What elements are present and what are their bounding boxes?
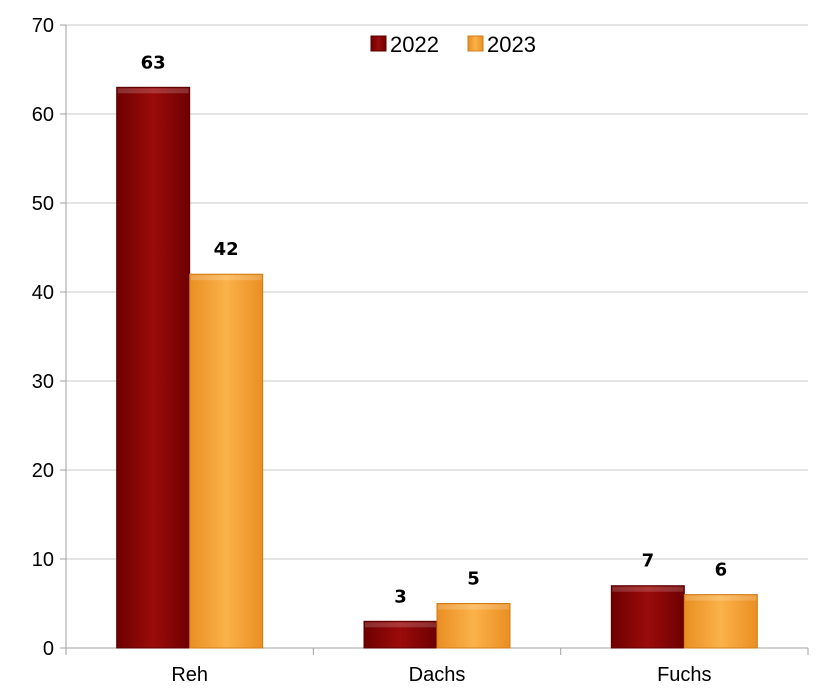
y-tick-label: 0 (43, 638, 54, 660)
bar-2022-dachs (363, 620, 438, 649)
y-tick-label: 70 (32, 15, 54, 37)
bars (116, 86, 758, 649)
legend: 2022 2023 (370, 32, 536, 57)
y-tick-label: 30 (32, 371, 54, 393)
x-category-label: Dachs (409, 664, 466, 686)
legend-swatch-2023 (467, 35, 484, 52)
data-label: 3 (394, 586, 407, 607)
data-labels: 63 42 3 5 7 6 (141, 52, 727, 607)
data-label: 42 (214, 239, 239, 260)
y-tick-label: 10 (32, 549, 54, 571)
data-label: 7 (642, 551, 655, 572)
legend-label-2022: 2022 (390, 32, 439, 57)
bar-bevel (190, 275, 262, 281)
bar-bevel (685, 595, 757, 601)
bar-2023-reh (189, 273, 264, 649)
x-category-label: Reh (171, 664, 208, 686)
bar-2023-fuchs (683, 594, 758, 649)
x-category-label: Fuchs (657, 664, 711, 686)
legend-label-2023: 2023 (487, 32, 536, 57)
data-label: 5 (467, 569, 480, 590)
bar-bevel (117, 88, 189, 94)
bar-bevel (365, 622, 436, 628)
y-tick-label: 50 (32, 193, 54, 215)
bar-bevel (612, 586, 684, 592)
data-label: 63 (141, 52, 166, 73)
y-tick-label: 40 (32, 282, 54, 304)
bar-2022-fuchs (610, 585, 685, 649)
legend-swatch-2022 (370, 35, 387, 52)
bar-2023-dachs (436, 603, 511, 649)
data-label: 6 (715, 560, 728, 581)
bar-bevel (438, 604, 509, 610)
y-tick-label: 20 (32, 460, 54, 482)
bar-2022-reh (116, 86, 191, 649)
y-tick-label: 60 (32, 104, 54, 126)
